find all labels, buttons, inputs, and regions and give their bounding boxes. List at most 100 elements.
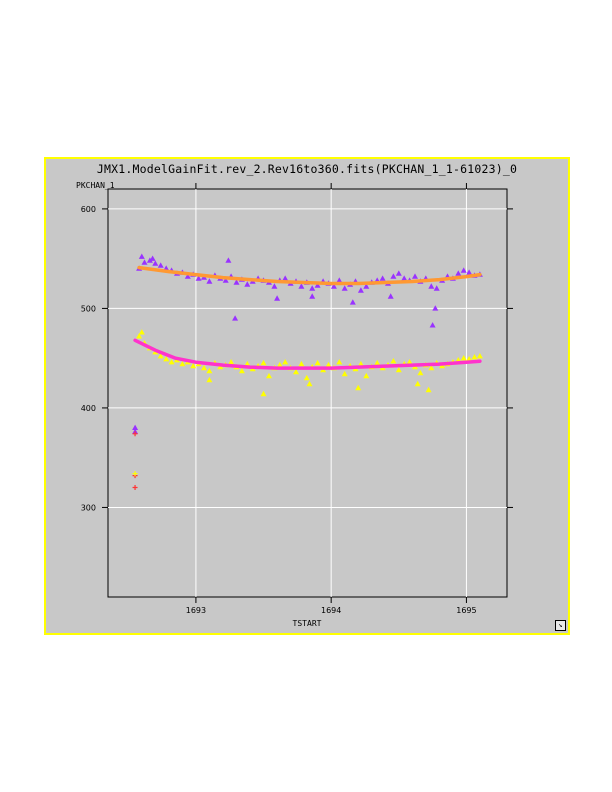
fit-line-3 xyxy=(133,338,482,370)
data-point-plus-6 xyxy=(132,471,138,477)
data-point-0 xyxy=(222,277,229,283)
data-point-0 xyxy=(149,255,156,261)
data-point-0 xyxy=(466,269,473,275)
data-point-0 xyxy=(141,259,148,265)
y-axis-label: PKCHAN_1 xyxy=(76,181,115,190)
data-point-2 xyxy=(260,390,267,397)
data-point-0 xyxy=(455,270,462,276)
y-tick-label: 400 xyxy=(81,404,96,413)
data-point-2 xyxy=(355,384,362,391)
chart-svg: 1693 1694 1695 300 400 500 600 xyxy=(81,183,513,615)
x-tick-label: 1693 xyxy=(186,606,206,615)
data-point-0 xyxy=(429,322,436,328)
data-point-2 xyxy=(238,367,245,374)
data-point-2 xyxy=(471,354,478,360)
data-point-2 xyxy=(282,359,289,365)
data-point-2 xyxy=(306,380,313,387)
data-point-0 xyxy=(298,283,305,289)
data-point-0 xyxy=(433,285,440,291)
data-point-2 xyxy=(425,386,432,393)
data-point-2 xyxy=(314,359,321,366)
data-point-0 xyxy=(146,257,153,263)
data-point-0 xyxy=(363,283,370,289)
data-point-2 xyxy=(168,359,175,365)
data-point-2 xyxy=(190,362,197,369)
data-point-0 xyxy=(184,273,191,279)
data-point-0 xyxy=(395,270,402,276)
data-point-2 xyxy=(390,358,397,364)
data-point-2 xyxy=(179,360,186,367)
y-tick-label: 600 xyxy=(81,205,96,214)
data-point-2 xyxy=(266,372,272,379)
data-point-2 xyxy=(303,374,310,381)
data-point-2 xyxy=(163,356,170,362)
data-point-2 xyxy=(428,364,435,371)
data-point-0 xyxy=(206,278,213,284)
data-point-0 xyxy=(274,295,281,301)
plot-title: JMX1.ModelGainFit.rev_2.Rev16to360.fits(… xyxy=(96,162,518,176)
x-axis-label: TSTART xyxy=(292,619,322,628)
data-point-2 xyxy=(136,333,143,339)
data-point-0 xyxy=(309,285,316,291)
data-point-2 xyxy=(336,359,343,365)
data-point-0 xyxy=(195,275,202,281)
data-point-4 xyxy=(132,424,139,430)
data-point-2 xyxy=(460,355,467,361)
data-point-2 xyxy=(293,368,299,375)
resize-corner-icon[interactable]: ↘ xyxy=(555,620,566,631)
data-point-0 xyxy=(336,277,343,283)
data-point-2 xyxy=(298,360,305,367)
data-point-0 xyxy=(314,282,321,288)
data-point-0 xyxy=(432,305,439,311)
fit-line-1 xyxy=(137,265,482,286)
data-point-0 xyxy=(401,275,408,281)
data-point-0 xyxy=(341,285,348,291)
data-point-2 xyxy=(476,353,483,359)
data-point-0 xyxy=(460,267,467,273)
data-point-2 xyxy=(414,380,421,387)
data-point-0 xyxy=(232,315,239,321)
data-point-0 xyxy=(138,253,145,259)
data-point-2 xyxy=(206,367,213,374)
data-point-2 xyxy=(260,359,267,366)
data-point-2 xyxy=(217,363,224,370)
data-point-2 xyxy=(228,359,235,365)
data-point-0 xyxy=(233,279,240,285)
data-point-2 xyxy=(206,376,213,383)
x-tick-label: 1695 xyxy=(456,606,476,615)
data-point-2 xyxy=(466,356,473,362)
data-point-2 xyxy=(157,353,164,359)
data-point-0 xyxy=(330,283,337,289)
data-point-2 xyxy=(357,360,364,367)
data-point-2 xyxy=(244,360,251,367)
data-point-0 xyxy=(244,281,251,287)
data-point-2 xyxy=(138,329,145,335)
data-point-0 xyxy=(412,273,418,279)
plot-area xyxy=(107,188,508,598)
data-point-0 xyxy=(282,275,289,281)
data-point-0 xyxy=(271,283,278,289)
data-point-0 xyxy=(387,293,394,299)
data-point-2 xyxy=(417,369,424,376)
data-point-2 xyxy=(395,366,402,373)
data-point-2 xyxy=(406,359,413,365)
data-point-2 xyxy=(341,370,348,377)
data-point-2 xyxy=(276,361,283,368)
data-point-0 xyxy=(152,260,159,266)
data-point-plus-5 xyxy=(132,431,138,437)
y-tick-label: 300 xyxy=(81,503,96,512)
data-point-2 xyxy=(374,359,381,366)
data-point-2 xyxy=(201,364,207,371)
data-point-2 xyxy=(325,361,332,368)
data-point-0 xyxy=(349,299,356,305)
data-point-2 xyxy=(363,372,370,379)
y-tick-label: 500 xyxy=(81,304,96,313)
data-point-0 xyxy=(225,257,232,263)
data-point-plus-5 xyxy=(132,485,138,491)
data-point-0 xyxy=(428,283,435,289)
data-point-0 xyxy=(379,275,386,281)
data-point-0 xyxy=(309,293,316,299)
data-point-0 xyxy=(357,287,364,293)
data-point-0 xyxy=(157,262,164,268)
x-tick-label: 1694 xyxy=(321,606,341,615)
